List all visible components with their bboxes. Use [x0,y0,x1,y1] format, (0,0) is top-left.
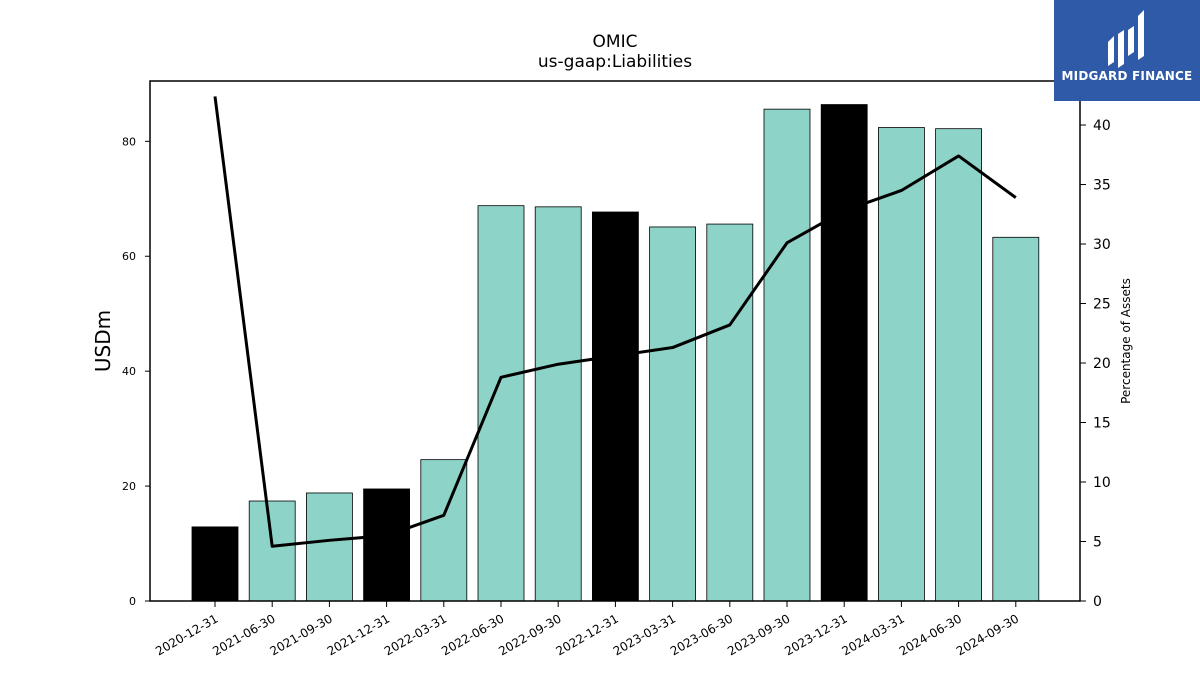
y2-tick-label-15: 15 [1093,416,1111,432]
y-tick-label-80: 80 [122,135,136,148]
bar-2021-12-31 [363,488,411,602]
bar-2023-09-30 [763,108,811,602]
bar-2023-03-31 [649,226,696,602]
bar-2020-12-31 [191,526,239,602]
x-tick-label-2023-03-31: 2023-03-31 [611,611,678,658]
bar-2022-03-31 [420,459,468,602]
y-tick-label-0: 0 [129,595,136,608]
x-tick-label-2024-09-30: 2024-09-30 [954,611,1021,658]
y-axis-label: USDm [91,310,115,372]
x-tick-label-2021-09-30: 2021-09-30 [267,611,334,658]
bar-2022-12-31 [592,211,639,602]
y2-tick-label-25: 25 [1093,297,1111,313]
x-tick-label-2023-06-30: 2023-06-30 [668,611,735,658]
y2-tick-label-35: 35 [1093,178,1111,194]
bar-2023-12-31 [820,104,868,602]
bar-2022-09-30 [534,206,582,602]
y2-tick-label-5: 5 [1093,535,1102,551]
y2-tick-label-40: 40 [1093,118,1111,134]
x-tick-label-2021-12-31: 2021-12-31 [325,611,392,658]
logo: MIDGARD FINANCE [1054,0,1200,101]
y-tick-label-40: 40 [122,365,136,378]
y2-tick-label-30: 30 [1093,237,1111,253]
logo-text: MIDGARD FINANCE [1061,69,1193,83]
bar-2021-06-30 [248,500,296,602]
bar-2021-09-30 [305,492,353,602]
x-tick-label-2022-12-31: 2022-12-31 [553,611,620,658]
y2-tick-label-0: 0 [1093,594,1102,610]
y2-axis-label: Percentage of Assets [1119,278,1133,404]
bar-2024-06-30 [935,128,982,602]
chart-title: OMIC [592,32,638,52]
x-tick-label-2022-03-31: 2022-03-31 [382,611,449,658]
x-tick-label-2022-06-30: 2022-06-30 [439,611,506,658]
x-tick-label-2024-06-30: 2024-06-30 [897,611,964,658]
y2-tick-label-10: 10 [1093,475,1111,491]
x-tick-label-2024-03-31: 2024-03-31 [839,611,906,658]
chart-subtitle: us-gaap:Liabilities [537,52,693,72]
x-tick-label-2023-09-30: 2023-09-30 [725,611,792,658]
x-tick-label-2023-12-31: 2023-12-31 [782,611,849,658]
bar-2024-09-30 [992,236,1040,602]
bar-2023-06-30 [706,223,754,602]
y-tick-label-60: 60 [122,250,136,263]
x-tick-label-2022-09-30: 2022-09-30 [496,611,563,658]
bar-2022-06-30 [477,205,525,602]
percentage-line [213,96,1017,548]
logo-mark-icon [1108,10,1144,68]
y2-tick-label-20: 20 [1093,356,1111,372]
x-tick-label-2020-12-31: 2020-12-31 [153,611,220,658]
x-tick-label-2021-06-30: 2021-06-30 [210,611,277,658]
y-tick-label-20: 20 [122,480,136,493]
bar-2024-03-31 [878,127,925,602]
